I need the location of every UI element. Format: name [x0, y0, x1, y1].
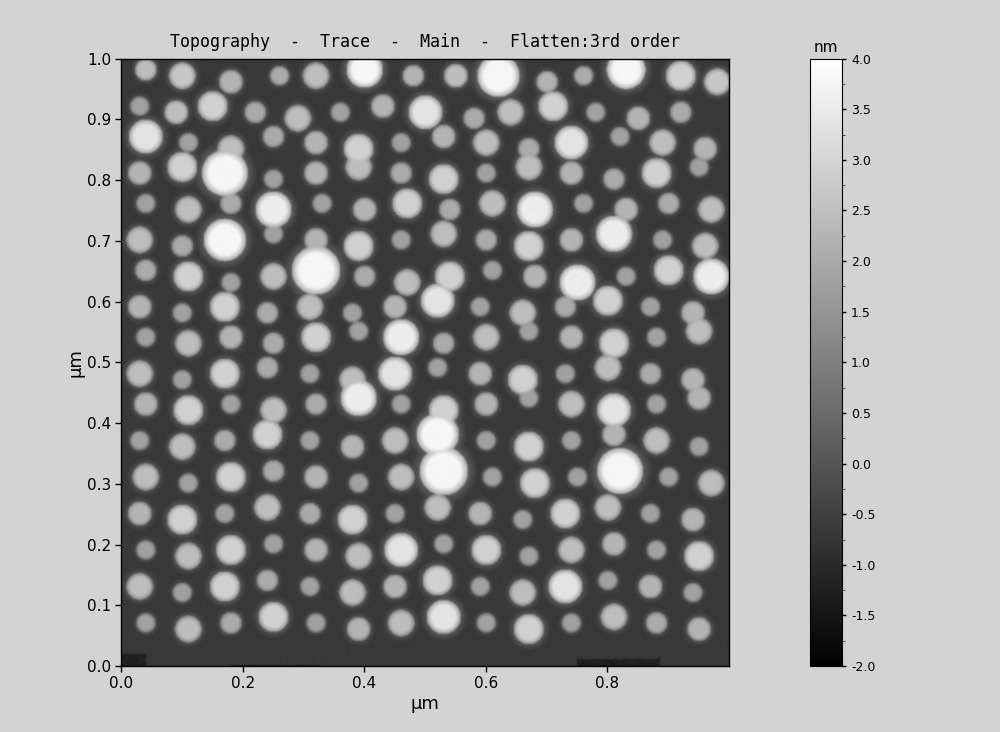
Text: Topography  -  Trace  -  Main  -  Flatten:3rd order: Topography - Trace - Main - Flatten:3rd … — [170, 33, 680, 51]
Title: nm: nm — [814, 40, 838, 55]
X-axis label: μm: μm — [411, 695, 439, 713]
Y-axis label: μm: μm — [66, 348, 84, 377]
